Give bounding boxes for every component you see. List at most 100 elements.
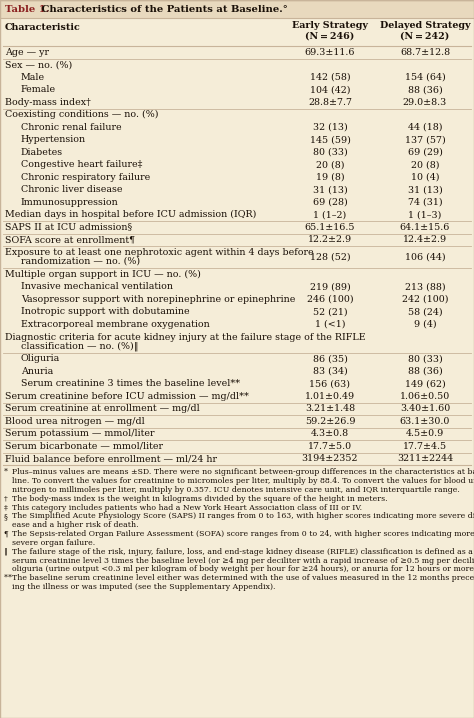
Text: Body-mass index†: Body-mass index† xyxy=(5,98,91,107)
Text: (N = 242): (N = 242) xyxy=(401,32,450,40)
Text: †: † xyxy=(4,495,10,503)
Text: Serum creatinine 3 times the baseline level**: Serum creatinine 3 times the baseline le… xyxy=(21,379,240,388)
Text: Characteristic: Characteristic xyxy=(5,22,81,32)
Text: Chronic renal failure: Chronic renal failure xyxy=(21,123,122,131)
Text: 63.1±30.0: 63.1±30.0 xyxy=(400,416,450,426)
Text: 149 (62): 149 (62) xyxy=(405,379,446,388)
Text: (N = 246): (N = 246) xyxy=(305,32,355,40)
Text: 20 (8): 20 (8) xyxy=(316,160,344,169)
Text: The failure stage of the risk, injury, failure, loss, and end-stage kidney disea: The failure stage of the risk, injury, f… xyxy=(12,548,473,556)
Text: 88 (36): 88 (36) xyxy=(408,367,442,376)
Text: Diagnostic criteria for acute kidney injury at the failure stage of the RIFLE: Diagnostic criteria for acute kidney inj… xyxy=(5,332,365,342)
Text: 31 (13): 31 (13) xyxy=(313,185,347,195)
Text: Characteristics of the Patients at Baseline.°: Characteristics of the Patients at Basel… xyxy=(38,4,288,14)
Text: The body-mass index is the weight in kilograms divided by the square of the heig: The body-mass index is the weight in kil… xyxy=(12,495,388,503)
Text: 1 (<1): 1 (<1) xyxy=(315,320,345,329)
Text: 28.8±7.7: 28.8±7.7 xyxy=(308,98,352,107)
Text: Hypertension: Hypertension xyxy=(21,135,86,144)
Text: **: ** xyxy=(4,574,15,582)
Text: ease and a higher risk of death.: ease and a higher risk of death. xyxy=(12,521,138,529)
Text: 69.3±11.6: 69.3±11.6 xyxy=(305,48,355,57)
Text: 58 (24): 58 (24) xyxy=(408,307,442,316)
Text: 12.4±2.9: 12.4±2.9 xyxy=(403,236,447,244)
Text: 106 (44): 106 (44) xyxy=(405,253,445,261)
Text: 1 (1–3): 1 (1–3) xyxy=(408,210,442,219)
Text: Plus–minus values are means ±SD. There were no significant between-group differe: Plus–minus values are means ±SD. There w… xyxy=(12,469,474,477)
Text: 68.7±12.8: 68.7±12.8 xyxy=(400,48,450,57)
Text: *: * xyxy=(4,469,10,477)
Text: Extracorporeal membrane oxygenation: Extracorporeal membrane oxygenation xyxy=(21,320,210,329)
Text: SAPS II at ICU admission§: SAPS II at ICU admission§ xyxy=(5,223,132,232)
Text: randomization — no. (%): randomization — no. (%) xyxy=(21,257,140,266)
Text: 80 (33): 80 (33) xyxy=(313,148,347,157)
Text: 242 (100): 242 (100) xyxy=(402,295,448,304)
Text: SOFA score at enrollment¶: SOFA score at enrollment¶ xyxy=(5,236,135,244)
Text: oliguria (urine output <0.3 ml per kilogram of body weight per hour for ≥24 hour: oliguria (urine output <0.3 ml per kilog… xyxy=(12,565,474,573)
Text: 137 (57): 137 (57) xyxy=(405,135,446,144)
Text: 3.21±1.48: 3.21±1.48 xyxy=(305,404,355,414)
Text: Serum creatinine before ICU admission — mg/dl**: Serum creatinine before ICU admission — … xyxy=(5,392,249,401)
Text: 69 (29): 69 (29) xyxy=(408,148,442,157)
Text: 1 (1–2): 1 (1–2) xyxy=(313,210,346,219)
Text: 19 (8): 19 (8) xyxy=(316,173,344,182)
Text: 213 (88): 213 (88) xyxy=(405,282,445,292)
Text: Anuria: Anuria xyxy=(21,367,53,376)
Text: Vasopressor support with norepinephrine or epinephrine: Vasopressor support with norepinephrine … xyxy=(21,295,295,304)
Text: 4.3±0.8: 4.3±0.8 xyxy=(311,429,349,438)
Text: Inotropic support with dobutamine: Inotropic support with dobutamine xyxy=(21,307,190,316)
Bar xyxy=(0,0,474,18)
Text: 64.1±15.6: 64.1±15.6 xyxy=(400,223,450,232)
Text: 246 (100): 246 (100) xyxy=(307,295,353,304)
Text: 104 (42): 104 (42) xyxy=(310,85,350,94)
Text: 3194±2352: 3194±2352 xyxy=(302,454,358,463)
Text: 1.01±0.49: 1.01±0.49 xyxy=(305,392,355,401)
Text: Diabetes: Diabetes xyxy=(21,148,63,157)
Text: Serum creatinine at enrollment — mg/dl: Serum creatinine at enrollment — mg/dl xyxy=(5,404,200,414)
Text: Multiple organ support in ICU — no. (%): Multiple organ support in ICU — no. (%) xyxy=(5,270,201,279)
Text: 154 (64): 154 (64) xyxy=(405,73,446,82)
Text: Table 1.: Table 1. xyxy=(5,4,49,14)
Text: Age — yr: Age — yr xyxy=(5,48,49,57)
Text: This category includes patients who had a New York Heart Association class of II: This category includes patients who had … xyxy=(12,504,362,512)
Text: 128 (52): 128 (52) xyxy=(310,253,350,261)
Text: 10 (4): 10 (4) xyxy=(411,173,439,182)
Text: §: § xyxy=(4,513,10,521)
Text: The Simplified Acute Physiology Score (SAPS) II ranges from 0 to 163, with highe: The Simplified Acute Physiology Score (S… xyxy=(12,513,474,521)
Text: nitrogen to millimoles per liter, multiply by 0.357. ICU denotes intensive care : nitrogen to millimoles per liter, multip… xyxy=(12,486,460,494)
Text: Exposure to at least one nephrotoxic agent within 4 days before: Exposure to at least one nephrotoxic age… xyxy=(5,248,314,257)
Text: 1.06±0.50: 1.06±0.50 xyxy=(400,392,450,401)
Text: Median days in hospital before ICU admission (IQR): Median days in hospital before ICU admis… xyxy=(5,210,256,219)
Text: Fluid balance before enrollment — ml/24 hr: Fluid balance before enrollment — ml/24 … xyxy=(5,454,217,463)
Text: Sex — no. (%): Sex — no. (%) xyxy=(5,60,72,69)
Text: 20 (8): 20 (8) xyxy=(411,160,439,169)
Text: Chronic liver disease: Chronic liver disease xyxy=(21,185,122,195)
Text: ing the illness or was imputed (see the Supplementary Appendix).: ing the illness or was imputed (see the … xyxy=(12,583,275,591)
Text: 3.40±1.60: 3.40±1.60 xyxy=(400,404,450,414)
Text: severe organ failure.: severe organ failure. xyxy=(12,539,95,547)
Text: classification — no. (%)‖: classification — no. (%)‖ xyxy=(21,341,138,351)
Text: 59.2±26.9: 59.2±26.9 xyxy=(305,416,355,426)
Text: 88 (36): 88 (36) xyxy=(408,85,442,94)
Text: 80 (33): 80 (33) xyxy=(408,354,442,363)
Text: 9 (4): 9 (4) xyxy=(414,320,436,329)
Text: The Sepsis-related Organ Failure Assessment (SOFA) score ranges from 0 to 24, wi: The Sepsis-related Organ Failure Assessm… xyxy=(12,530,474,538)
Text: line. To convert the values for creatinine to micromoles per liter, multiply by : line. To convert the values for creatini… xyxy=(12,477,474,485)
Text: 52 (21): 52 (21) xyxy=(313,307,347,316)
Text: 44 (18): 44 (18) xyxy=(408,123,442,131)
Text: Oliguria: Oliguria xyxy=(21,354,60,363)
Text: 142 (58): 142 (58) xyxy=(310,73,350,82)
Text: Invasive mechanical ventilation: Invasive mechanical ventilation xyxy=(21,282,173,292)
Text: Delayed Strategy: Delayed Strategy xyxy=(380,22,470,30)
Text: Coexisting conditions — no. (%): Coexisting conditions — no. (%) xyxy=(5,110,158,119)
Text: 69 (28): 69 (28) xyxy=(313,197,347,207)
Text: 3211±2244: 3211±2244 xyxy=(397,454,453,463)
Text: Congestive heart failure‡: Congestive heart failure‡ xyxy=(21,160,142,169)
Text: ‡: ‡ xyxy=(4,504,10,512)
Text: Early Strategy: Early Strategy xyxy=(292,22,368,30)
Text: 29.0±8.3: 29.0±8.3 xyxy=(403,98,447,107)
Text: Female: Female xyxy=(21,85,56,94)
Text: 32 (13): 32 (13) xyxy=(313,123,347,131)
Text: Chronic respiratory failure: Chronic respiratory failure xyxy=(21,173,150,182)
Text: 17.7±5.0: 17.7±5.0 xyxy=(308,442,352,451)
Text: Immunosuppression: Immunosuppression xyxy=(21,197,119,207)
